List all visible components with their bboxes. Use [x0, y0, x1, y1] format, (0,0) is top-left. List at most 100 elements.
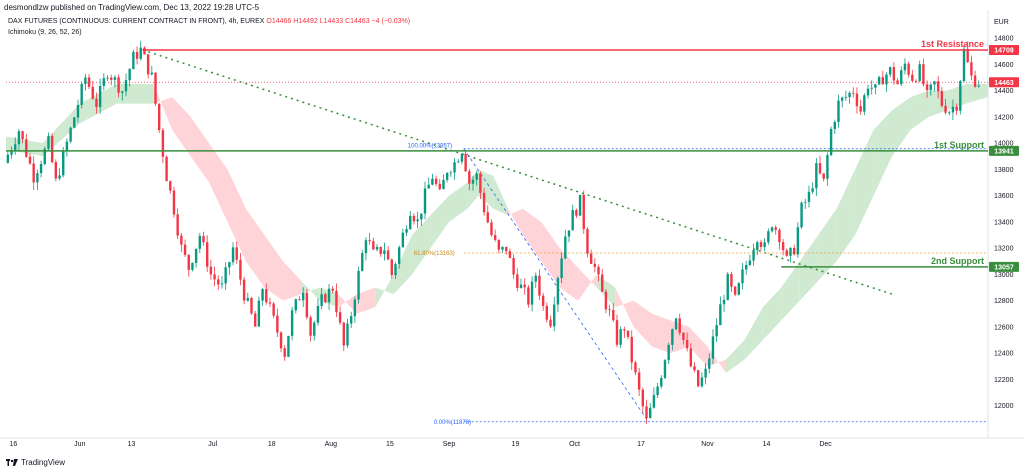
candle-body [962, 48, 966, 82]
footer-brand-text: TradingView [21, 458, 66, 467]
ichimoku-cloud-segment [836, 169, 856, 262]
candle-body [711, 336, 715, 359]
ichimoku-cloud-segment [412, 215, 431, 275]
candle-body [815, 163, 818, 189]
candle-body [752, 250, 755, 261]
candle-body [431, 178, 434, 185]
candle-body [202, 235, 205, 243]
candle-body [412, 215, 416, 222]
candle-body [778, 229, 781, 243]
candle-body [486, 212, 489, 223]
ichimoku-cloud-segment [541, 221, 560, 288]
candle-body [457, 161, 460, 163]
candle-body [209, 266, 213, 275]
candle-body [785, 250, 789, 256]
candle-body [630, 336, 633, 363]
candle-body [313, 322, 316, 336]
candle-body [656, 386, 659, 396]
candle-body [36, 173, 39, 183]
candle-body [205, 242, 209, 267]
symbol-name[interactable]: DAX FUTURES (CONTINUOUS: CURRENT CONTRAC… [8, 18, 265, 25]
candle-body [420, 213, 423, 220]
candle-body [519, 284, 523, 288]
candle-body [43, 148, 46, 164]
candle-body [386, 250, 390, 260]
candle-body [305, 292, 309, 318]
candle-body [176, 214, 179, 236]
candle-body [497, 239, 501, 250]
candle-body [837, 100, 840, 122]
candle-body [239, 259, 242, 280]
candle-body [807, 191, 811, 203]
candle-body [564, 236, 567, 259]
candle-body [804, 202, 807, 203]
candle-body [320, 294, 323, 307]
candle-body [80, 83, 83, 105]
candle-body [442, 179, 445, 190]
candle-body [792, 247, 796, 255]
ichimoku-cloud-segment [725, 340, 745, 373]
candle-body [789, 247, 792, 256]
candle-body [479, 173, 482, 193]
candle-body [124, 80, 128, 92]
footer-brand[interactable]: TradingView [6, 458, 65, 467]
candle-body [405, 229, 408, 233]
candle-body [800, 202, 803, 228]
candle-body [316, 306, 320, 323]
candle-body [353, 299, 357, 317]
x-tick-label: 16 [9, 441, 17, 448]
candle-body [944, 105, 947, 113]
candle-body [231, 247, 235, 263]
candle-body [169, 181, 172, 191]
candle-body [471, 179, 475, 184]
candle-body [733, 286, 737, 295]
candle-body [121, 91, 124, 93]
candle-body [896, 80, 899, 85]
ichimoku-cloud-segment [393, 235, 413, 295]
candle-body [14, 144, 17, 151]
candle-body [977, 85, 980, 87]
candle-body [54, 162, 58, 179]
candle-body [741, 269, 744, 284]
candle-body [76, 104, 80, 118]
candle-body [460, 153, 464, 162]
y-tick-label: 13000 [994, 272, 1014, 279]
candle-body [715, 325, 718, 337]
level-price-tag-2-bg [989, 145, 1019, 156]
candle-body [6, 154, 10, 163]
indicator-legend[interactable]: Ichimoku (9, 26, 52, 26) [8, 29, 82, 36]
x-tick-label: 17 [637, 441, 645, 448]
candle-body [549, 319, 552, 327]
candle-body [726, 273, 729, 300]
candle-body [767, 231, 770, 243]
ichimoku-cloud-segment [633, 300, 653, 347]
candle-body [663, 360, 667, 378]
candle-body [228, 262, 231, 268]
candle-body [364, 240, 368, 254]
candle-body [855, 93, 859, 107]
ohlc-close: C14463 [345, 18, 370, 25]
level-label-2: 1st Support [934, 140, 984, 150]
ichimoku-cloud-segment [449, 182, 468, 222]
ichimoku-cloud-segment [762, 287, 782, 341]
ichimoku-cloud-segment [356, 287, 376, 314]
level-price-tag-1-bg [989, 44, 1019, 55]
candle-body [401, 232, 405, 248]
x-tick-label: Jun [74, 441, 85, 448]
candle-body [28, 156, 32, 164]
fib-100-label: 100.00%(13957) [408, 144, 452, 150]
candle-body [213, 274, 216, 280]
ichimoku-cloud-segment [172, 97, 191, 157]
candle-body [150, 72, 154, 75]
ichimoku-cloud-segment [190, 116, 210, 183]
candle-body [132, 51, 135, 70]
candle-body [427, 184, 430, 189]
candle-body [10, 150, 13, 155]
candle-body [84, 77, 87, 84]
candle-body [143, 47, 146, 55]
candle-body [331, 288, 334, 291]
candle-body [91, 86, 94, 99]
candle-body [113, 77, 117, 80]
candle-body [217, 279, 220, 285]
